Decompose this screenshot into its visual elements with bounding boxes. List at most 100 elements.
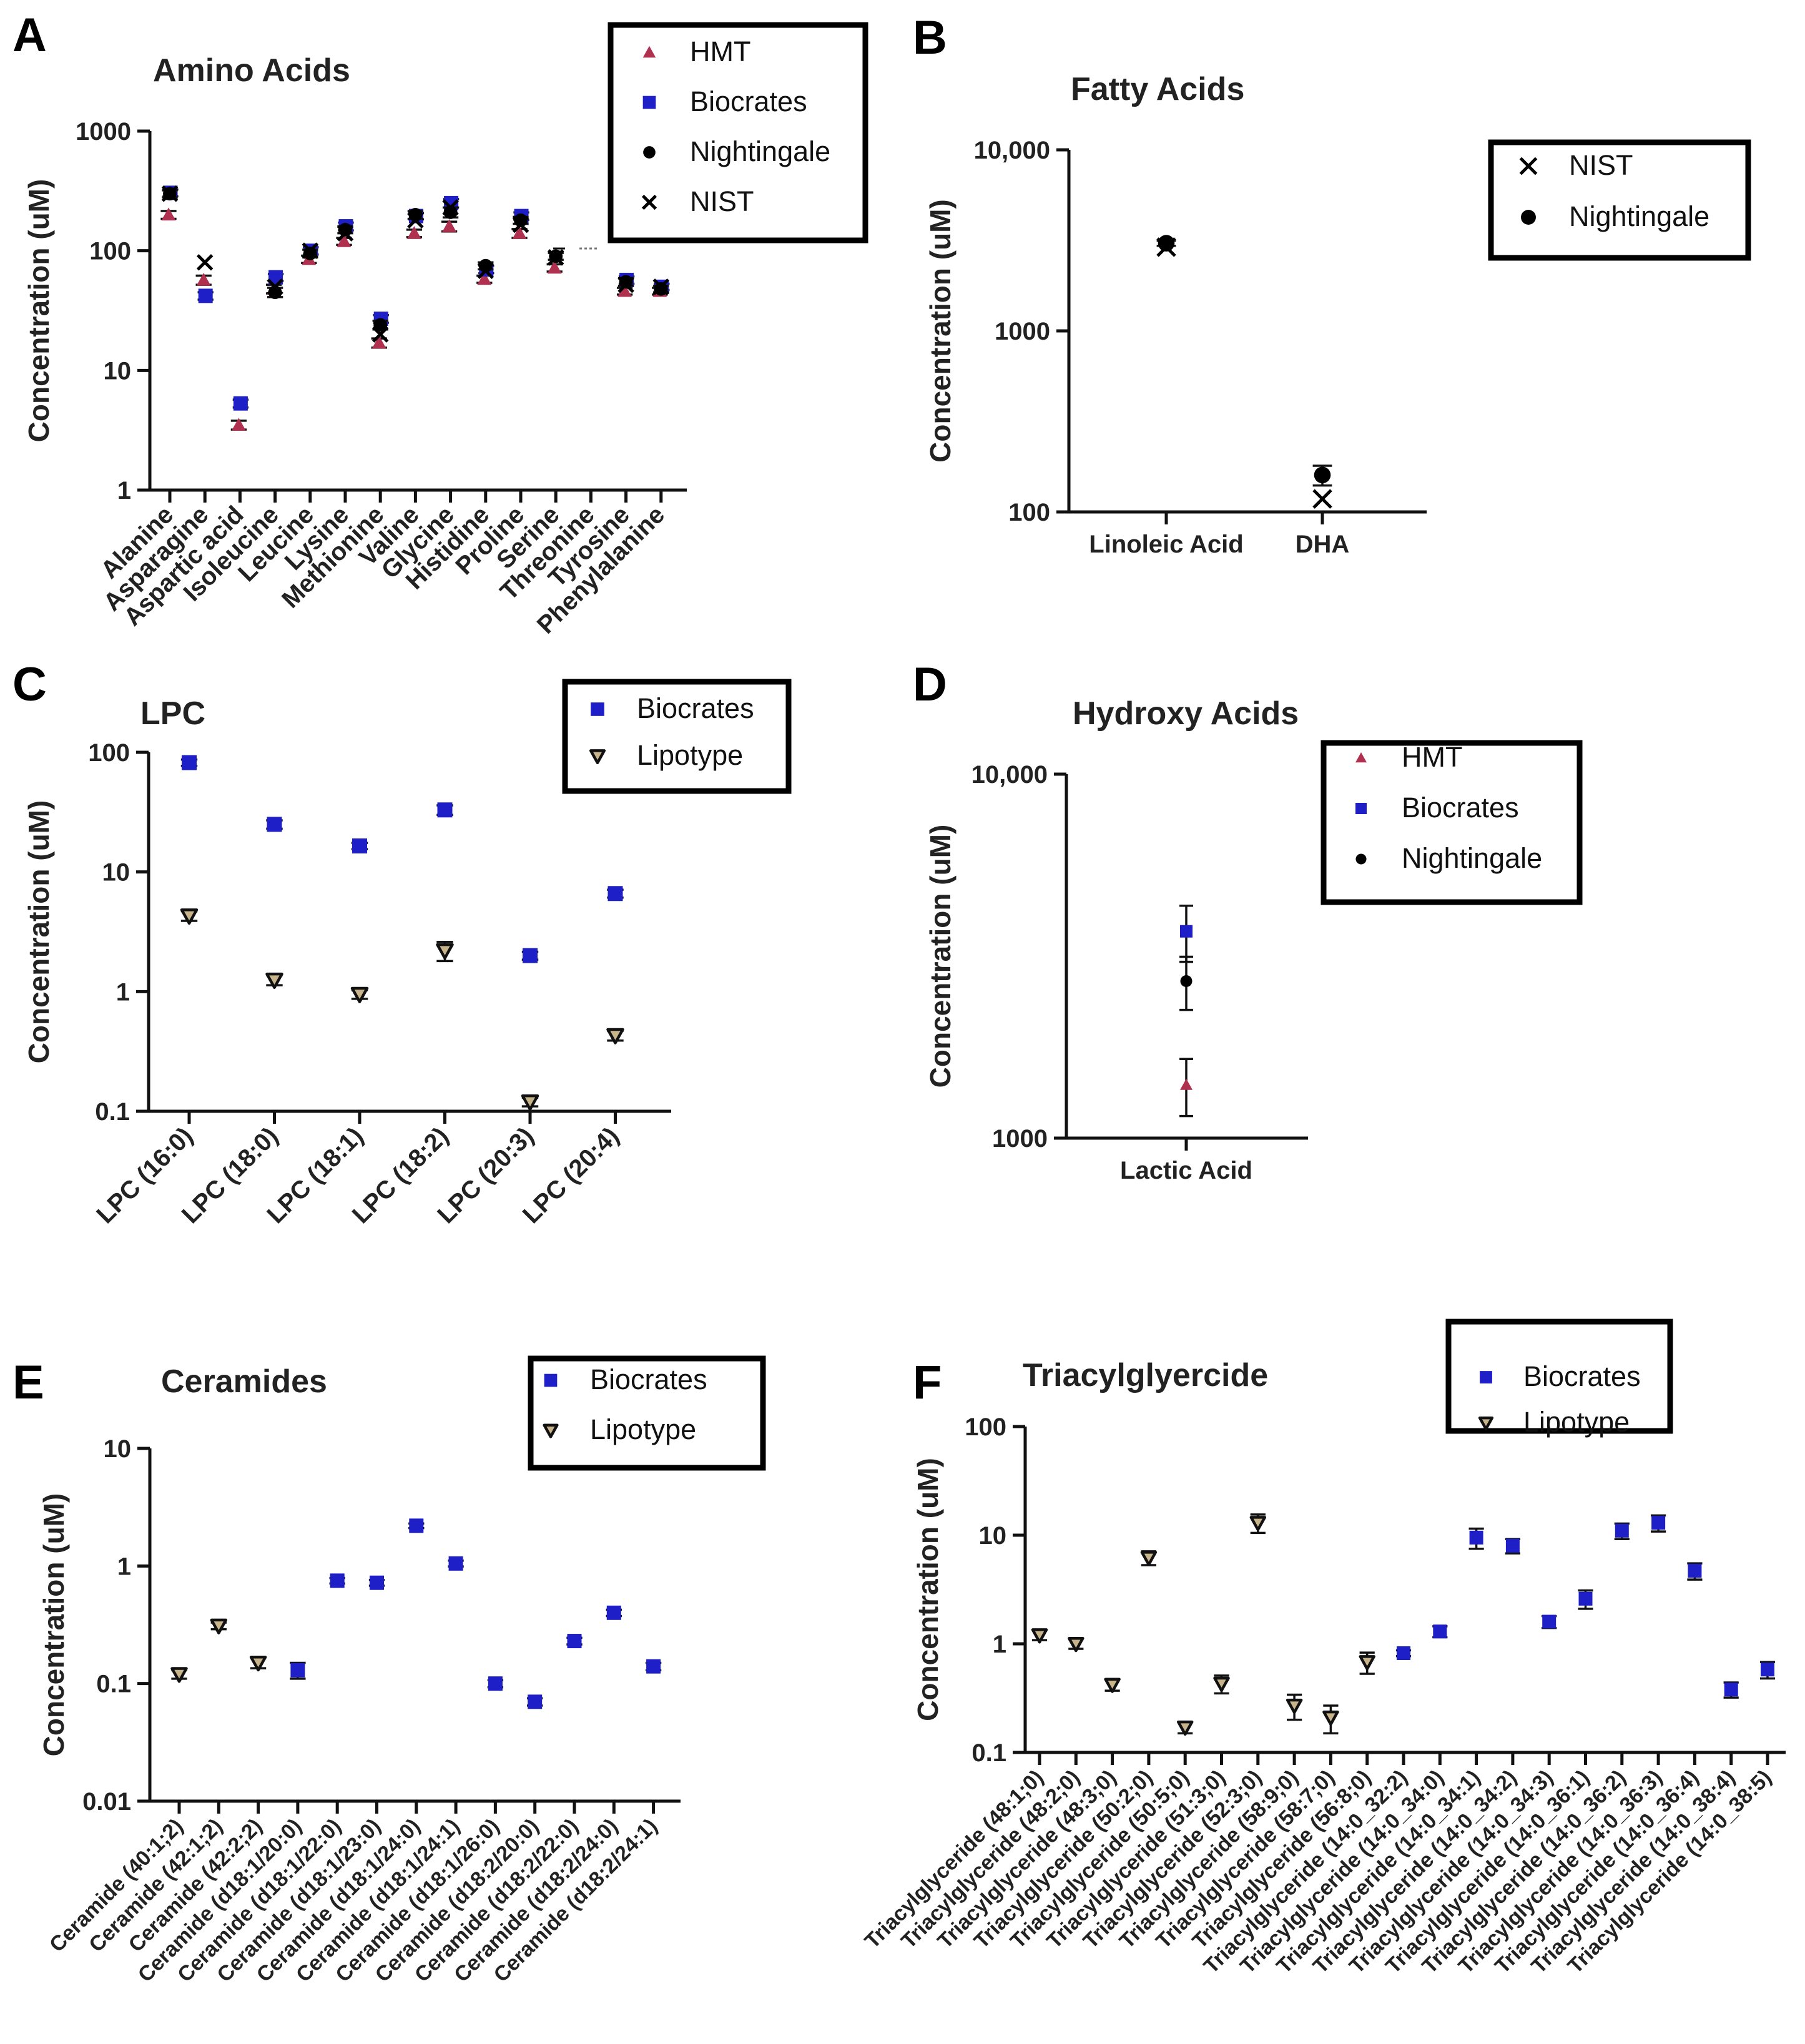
- data-point-biocrates-ceramide-d18-1-22-0: [330, 1573, 345, 1588]
- data-point-lipotype-triacylglyceride-48-1-0: [1031, 1628, 1048, 1644]
- y-tick-label: 1: [993, 1631, 1006, 1658]
- y-axis-title: Concentration (uM): [37, 1493, 70, 1757]
- series-hmt: [1179, 1058, 1193, 1118]
- data-point-biocrates-triacylglyceride-14-0-34-3: [1542, 1614, 1557, 1629]
- data-point-nightingale-dha: [1314, 466, 1331, 484]
- y-tick-label: 1: [116, 978, 130, 1006]
- legend-marker-lipotype: [1478, 1416, 1494, 1431]
- data-point-nist-dha: [1312, 489, 1332, 509]
- data-point-biocrates-triacylglyceride-14-0-34-2: [1505, 1538, 1520, 1553]
- data-point-biocrates-ceramide-d18-1-24-1: [448, 1556, 463, 1571]
- data-point-biocrates-triacylglyceride-14-0-36-3: [1651, 1516, 1666, 1530]
- data-point-nist-isoleucine: [267, 278, 283, 295]
- data-point-nightingale-methionine: [373, 318, 388, 332]
- data-point-nightingale-leucine: [303, 247, 317, 260]
- chart-panel-a: A Amino Acids 1 10 100 1000 Concentration (uM)…: [12, 9, 868, 639]
- series-biocrates: [1179, 905, 1193, 963]
- data-point-lipotype-triacylglyceride-51-3-0: [1213, 1676, 1230, 1693]
- data-point-biocrates-triacylglyceride-14-0-38-5: [1761, 1663, 1774, 1677]
- data-point-lipotype-triacylglyceride-48-3-0: [1104, 1678, 1121, 1693]
- y-tick-label: 1000: [992, 1125, 1048, 1152]
- series-lipotype: [1031, 1513, 1375, 1736]
- data-point-nist-methionine: [371, 326, 389, 343]
- data-point-nist-phenylalanine: [652, 278, 670, 295]
- data-point-lipotype-triacylglyceride-56-8-0: [1359, 1655, 1375, 1671]
- series-biocrates: [290, 1518, 662, 1709]
- data-point-hmt-alanine: [161, 207, 176, 221]
- series-biocrates: [1395, 1514, 1776, 1699]
- y-tick-label: 0.1: [95, 1098, 130, 1126]
- data-point-nightingale-lysine: [338, 222, 352, 237]
- data-point-biocrates-ceramide-d18-2-20-0: [528, 1694, 543, 1709]
- data-point-biocrates-ceramide-d18-1-23-0: [370, 1575, 384, 1590]
- legend-marker-biocrates: [591, 702, 604, 716]
- legend-label-lipotype: Lipotype: [1523, 1406, 1630, 1438]
- data-point-hmt-methionine: [371, 335, 386, 349]
- x-tick-label-linoleic-acid: Linoleic Acid: [1089, 531, 1243, 558]
- data-point-lipotype-ceramide-42-2-2: [249, 1656, 267, 1672]
- data-point-nist-valine: [407, 212, 424, 229]
- series-lipotype: [180, 908, 624, 1111]
- panel-letter: C: [12, 658, 47, 711]
- data-point-biocrates-ceramide-d18-1-26-0: [488, 1676, 503, 1691]
- data-point-lipotype-lpc-18-2: [436, 943, 454, 960]
- chart-panel-b: B Fatty Acids 100 1000 10,000 Concentration (…: [913, 11, 1751, 558]
- data-point-biocrates-lpc-18-2: [437, 802, 453, 818]
- data-point-nist-tyrosine: [617, 276, 634, 293]
- legend-box: [1321, 740, 1583, 905]
- y-axis-title: Concentration (uM): [924, 825, 957, 1088]
- data-point-nist-histidine: [477, 262, 494, 280]
- y-tick-label: 0.1: [971, 1739, 1006, 1767]
- data-point-hmt-lactic-acid: [1180, 1078, 1193, 1090]
- legend-label-biocrates: Biocrates: [637, 692, 754, 724]
- data-point-nightingale-proline: [514, 213, 528, 227]
- y-axis-title: Concentration (uM): [22, 179, 55, 443]
- data-point-lipotype-triacylglyceride-58-9-0: [1286, 1698, 1303, 1714]
- data-point-hmt-tyrosine: [617, 283, 632, 297]
- legend-label-biocrates: Biocrates: [1523, 1360, 1641, 1392]
- legend-label-nightingale: Nightingale: [1569, 200, 1709, 232]
- legend-marker-lipotype: [543, 1423, 559, 1438]
- data-point-hmt-histidine: [477, 272, 492, 285]
- data-point-nist-asparagine: [196, 253, 214, 271]
- chart-panel-d: D Hydroxy Acids 1000 10,000 Concentration (u…: [913, 658, 1583, 1184]
- series-lipotype: [170, 1618, 267, 1683]
- legend-label-nightingale: Nightingale: [690, 135, 830, 167]
- data-point-lipotype-lpc-18-1: [350, 986, 369, 1003]
- data-point-lipotype-triacylglyceride-50-5-0: [1176, 1720, 1194, 1736]
- y-tick-label: 100: [1008, 499, 1050, 526]
- legend-label-lipotype: Lipotype: [590, 1413, 696, 1445]
- data-point-biocrates-triacylglyceride-14-0-36-2: [1615, 1523, 1629, 1538]
- data-point-nightingale-linoleic-acid: [1158, 235, 1175, 252]
- chart-title: Amino Acids: [153, 52, 350, 89]
- data-point-biocrates-triacylglyceride-14-0-36-4: [1688, 1564, 1702, 1578]
- chart-title: Ceramides: [161, 1363, 327, 1400]
- series-nightingale: [1179, 955, 1193, 1011]
- data-point-lipotype-ceramide-40-1-2: [170, 1667, 188, 1683]
- panel-letter: B: [913, 11, 947, 64]
- data-point-biocrates-triacylglyceride-14-0-34-0: [1433, 1624, 1447, 1639]
- data-point-hmt-serine: [547, 260, 562, 274]
- data-point-nist-lysine: [337, 225, 354, 242]
- data-point-biocrates-lpc-16-0: [182, 755, 197, 770]
- data-point-biocrates-triacylglyceride-14-0-34-1: [1469, 1530, 1483, 1545]
- legend-label-nist: NIST: [1569, 149, 1633, 181]
- legend-label-lipotype: Lipotype: [637, 739, 743, 771]
- legend-marker-biocrates: [1355, 803, 1367, 814]
- series-nist: [1156, 237, 1332, 509]
- legend-marker-hmt: [1355, 752, 1367, 763]
- y-tick-label: 10: [104, 357, 132, 385]
- data-point-biocrates-ceramide-d18-2-22-0: [567, 1634, 582, 1649]
- y-tick-label: 1000: [995, 318, 1050, 345]
- data-point-biocrates-ceramide-d18-2-24-0: [606, 1605, 621, 1620]
- data-point-lipotype-triacylglyceride-52-3-0: [1249, 1516, 1267, 1531]
- legend-label-nist: NIST: [690, 185, 754, 217]
- y-tick-label: 10,000: [971, 761, 1048, 789]
- data-point-hmt-aspartic-acid: [231, 418, 246, 431]
- data-point-nist-leucine: [302, 242, 319, 259]
- data-point-biocrates-ceramide-d18-1-20-0: [290, 1663, 305, 1678]
- x-tick-label-dha: DHA: [1296, 531, 1350, 558]
- legend-marker-nightingale: [1521, 210, 1536, 225]
